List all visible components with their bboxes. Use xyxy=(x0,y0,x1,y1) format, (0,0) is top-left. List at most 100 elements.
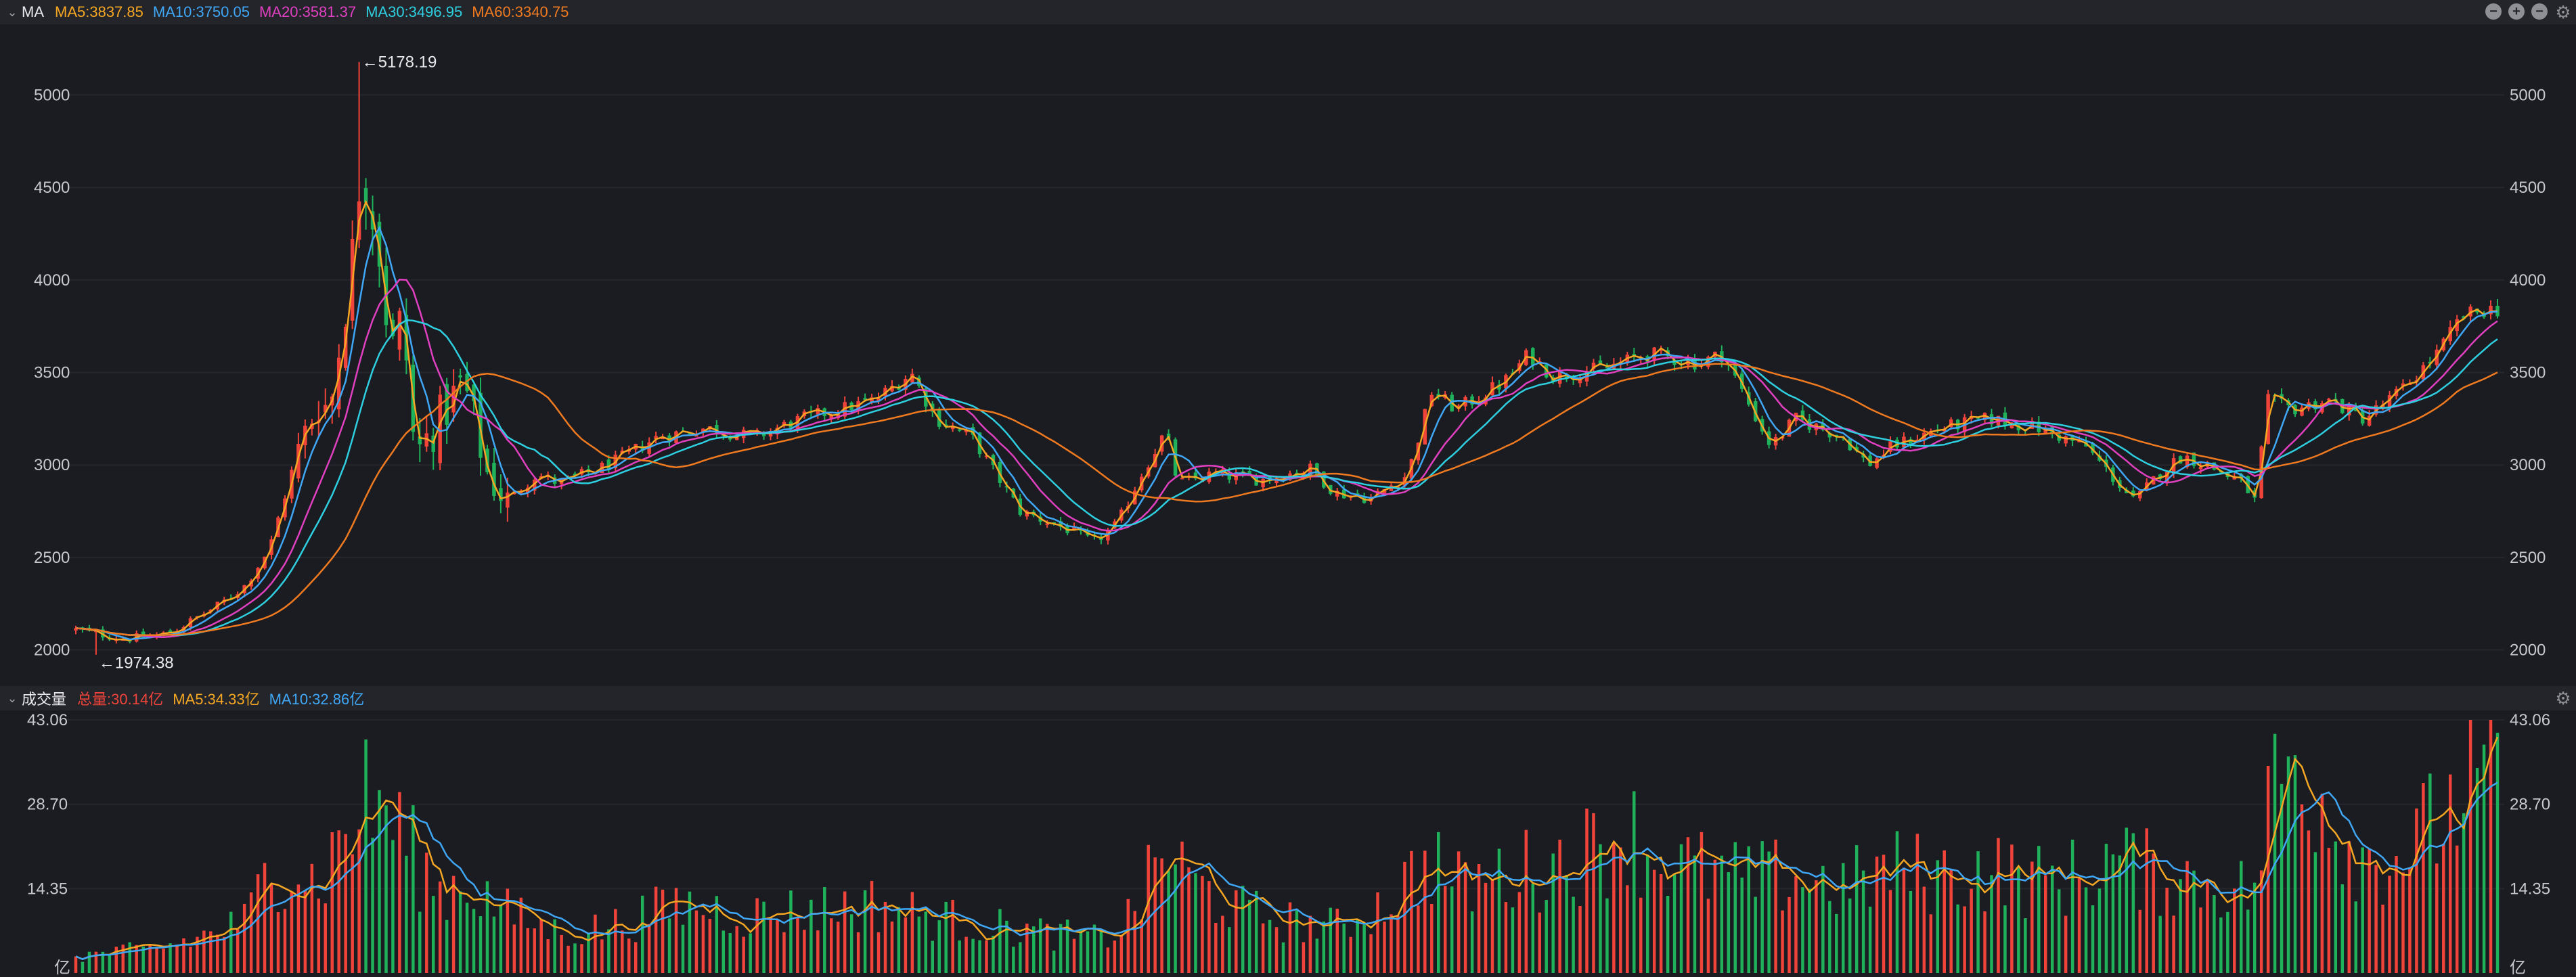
volume-bar xyxy=(1038,918,1042,973)
volume-bar xyxy=(2104,844,2108,973)
volume-bar xyxy=(1740,878,1744,973)
volume-bar xyxy=(451,876,456,973)
volume-bar xyxy=(1490,880,1494,973)
volume-bar xyxy=(1106,947,1110,973)
volume-bar xyxy=(1626,885,1629,973)
volume-bar xyxy=(1909,890,1913,973)
candle-body xyxy=(431,435,435,452)
volume-bar xyxy=(1322,922,1326,973)
candle-body xyxy=(1497,384,1501,390)
high-annotation: ←5178.19 xyxy=(362,53,437,72)
price-panel-title: MA xyxy=(22,3,44,20)
candle-body xyxy=(458,375,462,378)
candle-body xyxy=(1214,472,1218,474)
volume-bar xyxy=(2482,744,2486,973)
volume-bar xyxy=(2252,882,2257,973)
volume-bar xyxy=(876,932,881,973)
volume-bar xyxy=(863,890,867,973)
volume-bar xyxy=(81,961,85,973)
candle-body xyxy=(2097,455,2102,461)
volume-bar xyxy=(1443,886,1447,973)
volume-bar xyxy=(849,914,853,973)
volume-bar xyxy=(694,910,698,973)
volume-bar xyxy=(438,881,442,973)
volume-bar xyxy=(735,926,738,973)
volume-bar xyxy=(580,944,583,973)
volume-bar xyxy=(384,805,388,973)
volume-bar xyxy=(269,883,273,973)
volume-bar xyxy=(816,930,820,973)
y-tick-label-left: 4500 xyxy=(34,179,70,197)
volume-bar xyxy=(324,903,328,973)
candle-body xyxy=(2367,415,2372,426)
ma-line-ma20 xyxy=(75,278,2498,638)
candle-body xyxy=(661,438,665,440)
plus-icon[interactable]: + xyxy=(2508,3,2525,20)
volume-bar xyxy=(94,951,98,973)
volume-bar xyxy=(728,933,732,973)
volume-bar xyxy=(614,909,617,973)
volume-bar xyxy=(1956,904,1959,973)
candle-body xyxy=(2489,306,2493,315)
gear-icon[interactable]: ⚙ xyxy=(2555,688,2571,708)
volume-bar xyxy=(162,948,165,973)
candle-body xyxy=(418,436,422,445)
volume-bar xyxy=(1915,834,1919,973)
volume-bar xyxy=(627,938,631,973)
volume-bar xyxy=(715,896,719,973)
candle-body xyxy=(1180,478,1184,480)
volume-bar xyxy=(2192,870,2196,973)
y-tick-label-right: 4000 xyxy=(2510,271,2546,290)
candle-body xyxy=(2455,319,2459,332)
candle-body xyxy=(1598,360,1603,365)
candle-body xyxy=(701,428,705,433)
volume-bar xyxy=(223,936,226,973)
volume-bar xyxy=(1119,935,1124,973)
volume-bar xyxy=(1261,923,1265,973)
volume-bar xyxy=(1517,892,1522,973)
volume-bar xyxy=(803,930,806,973)
volume-bar xyxy=(2097,888,2102,973)
volume-bar xyxy=(337,830,340,973)
volume-bar xyxy=(1302,942,1306,973)
volume-bar xyxy=(1403,861,1406,973)
candle-body xyxy=(370,211,375,230)
volume-bar xyxy=(1133,911,1136,973)
volume-bar xyxy=(2422,783,2425,973)
volume-bar xyxy=(1733,842,1737,973)
collapse-toggle[interactable]: ⌄ xyxy=(7,5,18,19)
volume-bar xyxy=(2030,861,2034,973)
candle-body xyxy=(1429,394,1434,407)
volume-bar xyxy=(661,889,665,973)
volume-bar xyxy=(1970,888,1973,973)
collapse-toggle[interactable]: ⌄ xyxy=(7,691,18,705)
candle-body xyxy=(397,311,402,350)
minus-icon[interactable]: − xyxy=(2531,3,2548,20)
volume-bar xyxy=(2219,917,2223,973)
volume-bar xyxy=(1774,839,1777,973)
volume-bar xyxy=(1565,874,1568,973)
volume-bar xyxy=(1376,892,1379,973)
candle-body xyxy=(1382,489,1387,494)
gear-icon[interactable]: ⚙ xyxy=(2555,2,2571,22)
volume-bar xyxy=(209,931,213,973)
volume-bar xyxy=(594,914,597,973)
volume-bar xyxy=(2206,879,2209,973)
volume-bar xyxy=(1821,865,1825,973)
volume-bar xyxy=(1659,874,1663,973)
volume-bar xyxy=(607,929,610,973)
volume-bar xyxy=(2037,846,2041,973)
volume-bar xyxy=(135,945,138,973)
volume-bar xyxy=(1113,940,1117,973)
volume-bar xyxy=(330,832,334,973)
candle-body xyxy=(1045,523,1049,525)
candle-body xyxy=(1976,417,1980,419)
volume-bar xyxy=(2313,852,2317,973)
volume-bar xyxy=(1187,867,1191,973)
candle-body xyxy=(424,433,429,447)
volume-bar xyxy=(567,945,570,973)
volume-bar xyxy=(1612,843,1616,973)
volume-bar xyxy=(1241,886,1245,973)
volume-bar xyxy=(654,886,658,973)
minus-icon[interactable]: − xyxy=(2485,3,2502,20)
